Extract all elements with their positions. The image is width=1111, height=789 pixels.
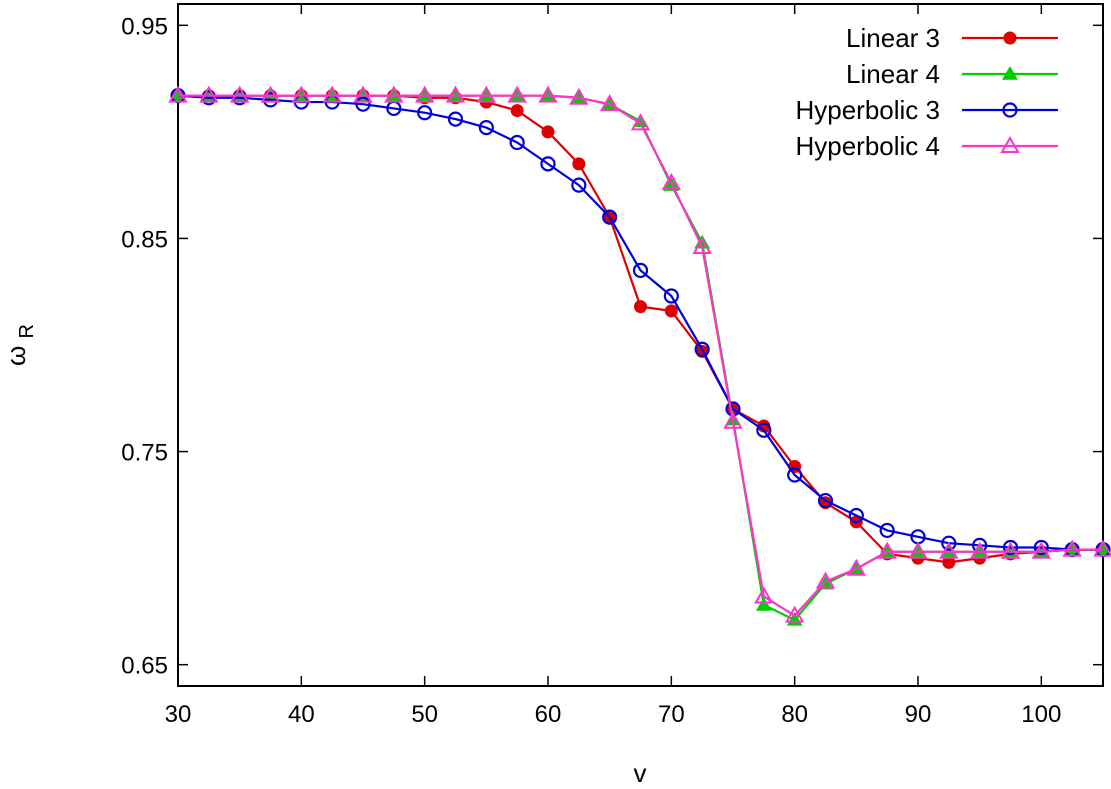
plot-area-border: [177, 3, 1104, 687]
data-point-linear-3: [664, 304, 678, 318]
legend-label: Hyperbolic 4: [795, 131, 940, 161]
series-hyperbolic-3: [170, 88, 1111, 558]
legend-item-linear-3: Linear 3: [846, 23, 1058, 53]
plot-frame: [177, 3, 1104, 687]
x-tick-label: 60: [535, 701, 562, 728]
x-tick-label: 80: [781, 701, 808, 728]
data-point-hyperbolic-4: [1093, 539, 1111, 557]
data-point-hyperbolic-4: [908, 541, 928, 559]
data-point-hyperbolic-4: [877, 541, 897, 559]
y-tick-label: 0.75: [121, 440, 168, 467]
data-point-linear-4: [755, 597, 772, 611]
data-point-hyperbolic-3: [848, 507, 864, 524]
data-point-hyperbolic-4: [815, 571, 836, 589]
x-axis-title: v: [634, 758, 647, 788]
data-point-hyperbolic-3: [602, 209, 618, 225]
data-point-hyperbolic-3: [879, 522, 895, 539]
x-tick-label: 40: [288, 701, 315, 728]
data-point-hyperbolic-4: [569, 87, 589, 105]
legend-label: Hyperbolic 3: [795, 95, 940, 125]
x-tick-label: 100: [1021, 701, 1061, 728]
data-point-hyperbolic-4: [414, 85, 435, 103]
data-point-linear-3: [541, 125, 555, 139]
data-point-hyperbolic-4: [384, 85, 404, 103]
x-tick-label: 90: [905, 701, 932, 728]
data-point-linear-3: [572, 157, 586, 171]
data-point-hyperbolic-4: [661, 173, 682, 191]
x-tick-label: 70: [658, 701, 685, 728]
data-point-hyperbolic-4: [939, 541, 959, 559]
data-point-hyperbolic-4: [229, 85, 250, 103]
data-point-hyperbolic-3: [478, 120, 494, 136]
legend-item-hyperbolic-3: Hyperbolic 3: [795, 95, 1058, 125]
x-tick-label: 30: [165, 701, 192, 728]
data-point-hyperbolic-4: [692, 236, 712, 254]
series-line-linear-3: [178, 94, 1103, 564]
data-point-hyperbolic-4: [260, 85, 281, 103]
data-point-hyperbolic-4: [969, 541, 990, 559]
legend-marker-linear-4: [1002, 65, 1018, 80]
series-linear-3: [171, 89, 1110, 569]
y-tick-label: 0.85: [121, 226, 168, 253]
series-layer: [168, 85, 1111, 626]
data-point-linear-3: [510, 104, 524, 118]
x-axis-ticks: 30 40 50 60 70 80 90 100: [165, 4, 1061, 728]
y-axis-ticks: 0.65 0.75 0.85 0.95: [121, 13, 1103, 680]
data-point-hyperbolic-4: [599, 94, 620, 112]
y-axis-title-symbol: ω: [1, 346, 31, 366]
y-axis-title-subscript: R: [16, 324, 38, 338]
data-point-hyperbolic-3: [509, 134, 525, 151]
data-point-hyperbolic-4: [784, 605, 805, 623]
series-line-hyperbolic-4: [178, 94, 1103, 617]
data-point-hyperbolic-4: [291, 85, 312, 103]
data-point-hyperbolic-3: [694, 341, 710, 357]
data-point-hyperbolic-4: [199, 85, 219, 103]
data-point-hyperbolic-3: [941, 535, 957, 551]
data-point-hyperbolic-3: [417, 105, 433, 121]
legend-label: Linear 3: [846, 23, 940, 53]
data-point-hyperbolic-4: [353, 85, 373, 103]
y-axis-title: ω R: [1, 324, 38, 366]
data-point-linear-3: [634, 300, 647, 314]
data-point-hyperbolic-3: [540, 156, 556, 172]
data-point-hyperbolic-3: [787, 467, 803, 483]
data-point-hyperbolic-4: [1000, 541, 1021, 559]
data-point-hyperbolic-4: [630, 113, 651, 131]
data-point-hyperbolic-4: [1062, 539, 1082, 557]
data-point-hyperbolic-4: [322, 85, 342, 103]
legend-item-hyperbolic-4: Hyperbolic 4: [795, 131, 1058, 161]
svg-text:ω R: ω R: [1, 324, 38, 366]
series-hyperbolic-4: [168, 85, 1111, 623]
data-point-hyperbolic-4: [754, 586, 774, 604]
legend-label: Linear 4: [846, 59, 940, 89]
data-point-hyperbolic-3: [447, 111, 464, 127]
data-point-hyperbolic-4: [1031, 541, 1052, 559]
y-tick-label: 0.95: [121, 13, 168, 40]
series-line-linear-4: [178, 94, 1103, 622]
series-line-hyperbolic-3: [177, 94, 1103, 551]
data-point-hyperbolic-3: [756, 422, 772, 438]
data-point-hyperbolic-4: [507, 85, 527, 103]
data-point-hyperbolic-3: [571, 177, 587, 193]
y-tick-label: 0.65: [121, 653, 168, 680]
legend-item-linear-4: Linear 4: [846, 59, 1058, 89]
data-point-hyperbolic-3: [355, 96, 371, 112]
legend-marker-hyperbolic-3: [1002, 102, 1018, 118]
data-point-hyperbolic-3: [817, 492, 834, 509]
legend-marker-linear-3: [1003, 31, 1017, 45]
data-point-hyperbolic-4: [538, 85, 558, 103]
x-tick-label: 50: [411, 701, 438, 728]
data-point-hyperbolic-4: [723, 411, 743, 429]
data-point-hyperbolic-4: [476, 85, 497, 103]
legend-marker-hyperbolic-4: [1000, 135, 1020, 153]
data-point-hyperbolic-4: [846, 558, 867, 576]
data-point-hyperbolic-3: [632, 262, 649, 279]
legend: Linear 3 Linear 4 Hyperbolic 3 Hyperbolic 4: [795, 23, 1058, 161]
data-point-hyperbolic-3: [1033, 539, 1049, 556]
data-point-hyperbolic-3: [663, 288, 679, 304]
data-point-hyperbolic-4: [445, 85, 466, 103]
data-point-hyperbolic-4: [168, 85, 188, 103]
data-point-hyperbolic-3: [1002, 539, 1019, 556]
